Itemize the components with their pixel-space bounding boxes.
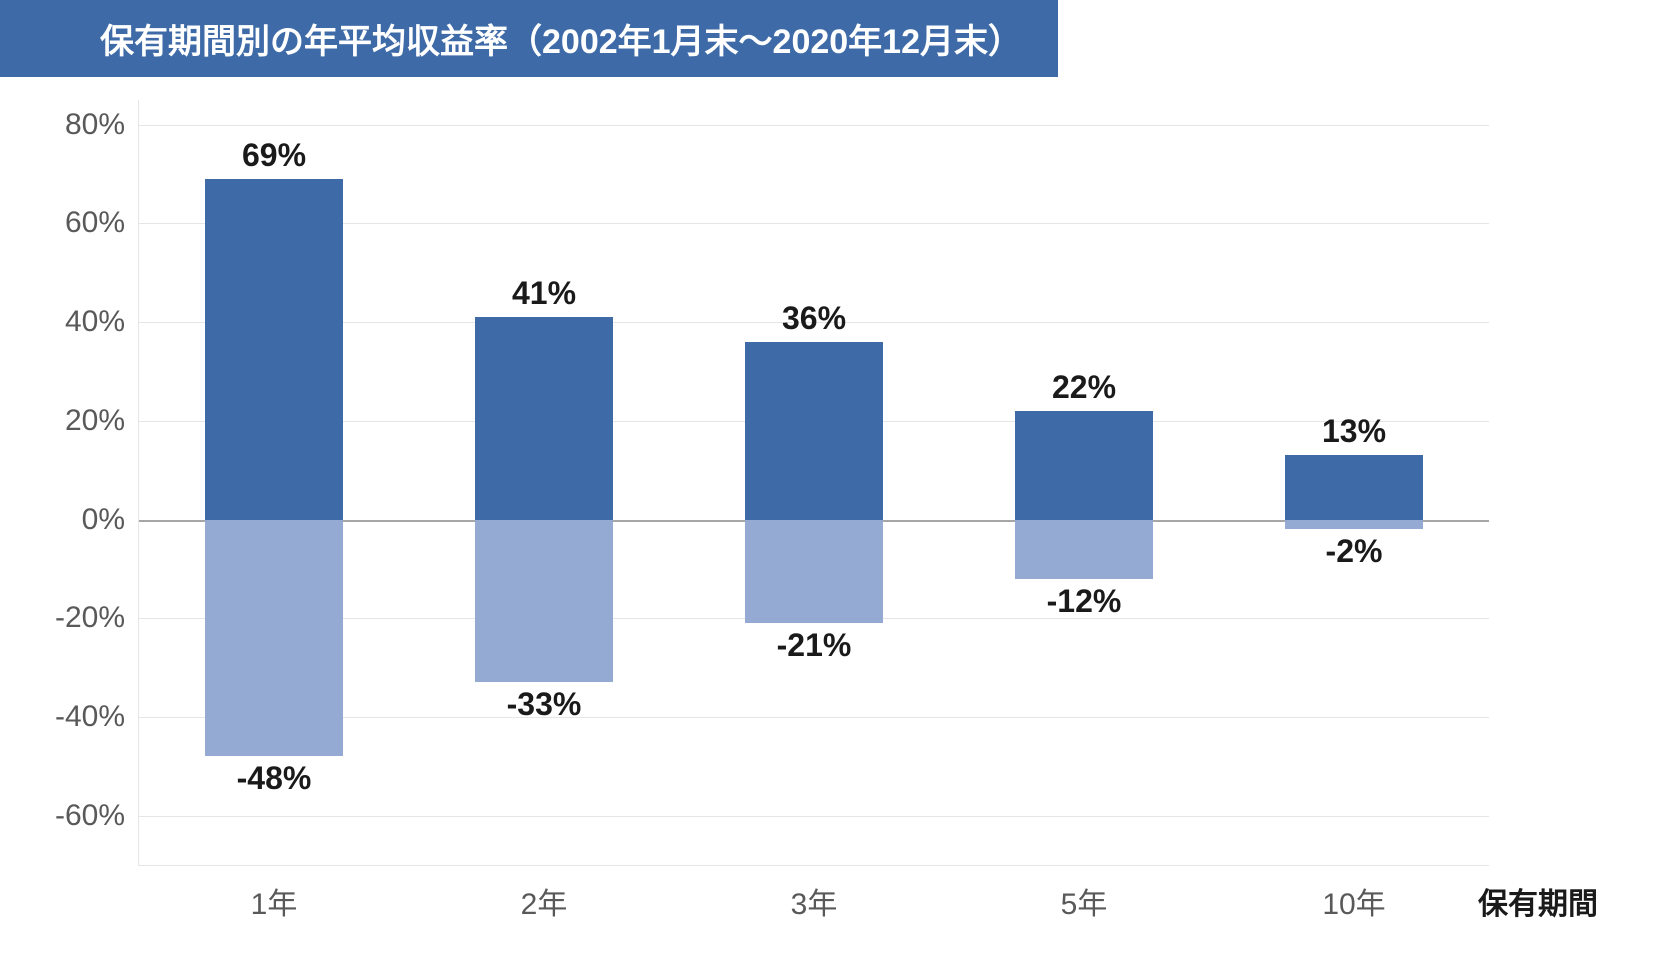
y-tick-label: 80% (65, 108, 125, 142)
y-tick-label: -20% (55, 601, 125, 635)
bar-value-label: -12% (1047, 583, 1122, 620)
bar-value-label: -48% (237, 760, 312, 797)
bar-min (1015, 520, 1153, 579)
y-tick-label: -40% (55, 700, 125, 734)
y-tick-label: 20% (65, 404, 125, 438)
y-tick-label: -60% (55, 799, 125, 833)
x-tick-label: 1年 (251, 879, 298, 923)
bar-max (745, 342, 883, 520)
x-tick-label: 3年 (791, 879, 838, 923)
y-tick-label: 0% (82, 503, 125, 537)
bar-min (745, 520, 883, 624)
y-tick-label: 60% (65, 206, 125, 240)
bar-value-label: 22% (1052, 369, 1116, 406)
bar-value-label: -21% (777, 627, 852, 664)
bar-max (205, 179, 343, 520)
bar-value-label: 41% (512, 275, 576, 312)
bar-value-label: 69% (242, 137, 306, 174)
x-tick-label: 5年 (1061, 879, 1108, 923)
y-tick-label: 40% (65, 305, 125, 339)
bar-min (475, 520, 613, 683)
bar-min (205, 520, 343, 757)
bar-max (1015, 411, 1153, 520)
x-tick-label: 10年 (1322, 879, 1385, 923)
bar-value-label: -2% (1326, 533, 1383, 570)
chart-plot-area: -60%-40%-20%0%20%40%60%80%69%-48%1年41%-3… (138, 100, 1489, 866)
bar-value-label: -33% (507, 686, 582, 723)
chart-title-text: 保有期間別の年平均収益率（2002年1月末～2020年12月末） (100, 23, 1022, 61)
bar-max (475, 317, 613, 519)
bar-value-label: 13% (1322, 413, 1386, 450)
x-tick-label: 2年 (521, 879, 568, 923)
bar-min (1285, 520, 1423, 530)
bar-value-label: 36% (782, 300, 846, 337)
x-axis-title: 保有期間 (1478, 879, 1598, 923)
gridline (139, 125, 1489, 126)
gridline (139, 816, 1489, 817)
chart-title-banner: 保有期間別の年平均収益率（2002年1月末～2020年12月末） (0, 0, 1058, 77)
bar-max (1285, 455, 1423, 519)
